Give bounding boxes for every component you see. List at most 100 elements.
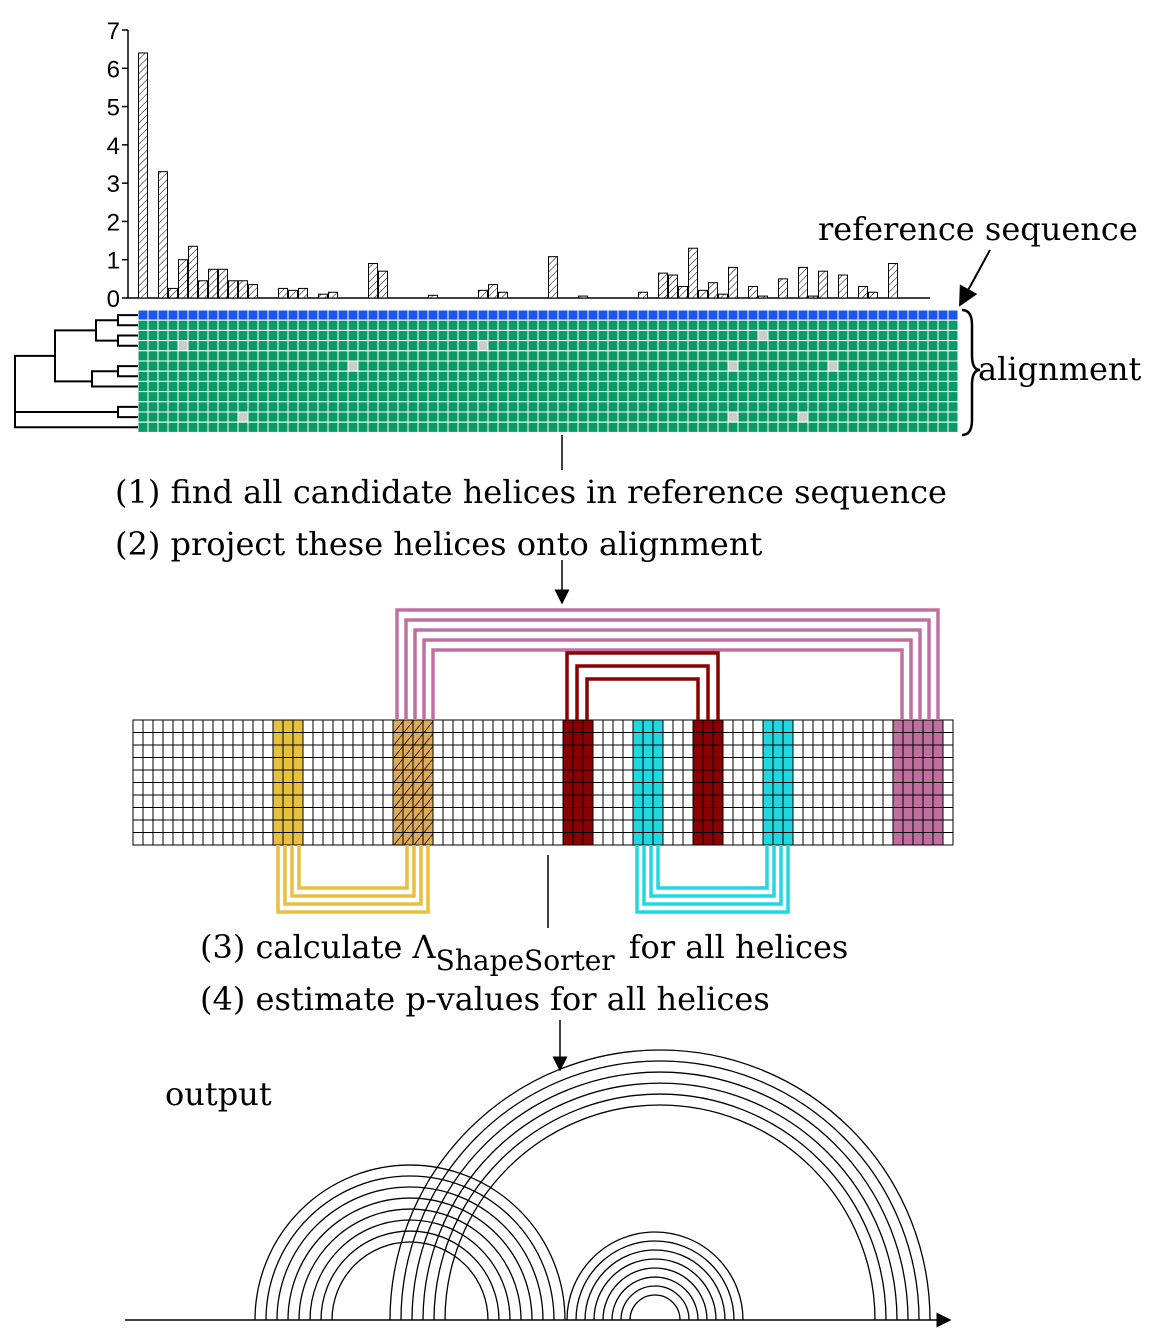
alignment-cell — [267, 319, 279, 331]
grid-cell — [172, 769, 184, 783]
grid-cell — [842, 732, 854, 746]
hatched-cell — [412, 719, 424, 733]
alignment-cell — [257, 350, 269, 362]
alignment-cell — [737, 401, 749, 413]
alignment-cell — [697, 391, 709, 403]
alignment-cell — [137, 370, 149, 382]
alignment-cell — [177, 309, 189, 321]
hatched-cell — [392, 769, 404, 783]
grid-cell — [692, 769, 704, 783]
alignment-cell — [367, 421, 379, 433]
grid-cell — [662, 757, 674, 771]
alignment-cell — [787, 309, 799, 321]
grid-cell — [592, 732, 604, 746]
grid-cell — [262, 807, 274, 821]
grid-cell — [532, 769, 544, 783]
alignment-cell — [197, 350, 209, 362]
alignment-cell — [867, 401, 879, 413]
alignment-cell — [227, 370, 239, 382]
grid-cell — [522, 719, 534, 733]
grid-cell — [172, 757, 184, 771]
grid-cell — [482, 782, 494, 796]
alignment-cell — [497, 360, 509, 372]
alignment-cell — [297, 411, 309, 423]
grid-cell — [342, 744, 354, 758]
grid-cell — [502, 832, 514, 846]
alignment-cell — [537, 401, 549, 413]
grid-cell — [772, 757, 784, 771]
alignment-cell — [857, 411, 869, 423]
grid-cell — [742, 719, 754, 733]
grid-cell — [882, 757, 894, 771]
alignment-cell — [587, 309, 599, 321]
grid-cell — [562, 807, 574, 821]
alignment-cell — [197, 401, 209, 413]
grid-cell — [252, 807, 264, 821]
bar — [278, 287, 288, 299]
alignment-cell — [777, 391, 789, 403]
grid-cell — [862, 769, 874, 783]
grid-cell — [302, 719, 314, 733]
alignment-cell — [597, 401, 609, 413]
grid-cell — [502, 719, 514, 733]
alignment-cell — [337, 350, 349, 362]
alignment-cell — [917, 360, 929, 372]
alignment-cell — [177, 380, 189, 393]
alignment-cell — [407, 401, 419, 413]
grid-cell — [702, 807, 714, 821]
alignment-cell — [737, 411, 749, 423]
grid-cell — [682, 744, 694, 758]
grid-cell — [132, 719, 144, 733]
hatched-cell — [422, 744, 434, 758]
grid-cell — [702, 757, 714, 771]
grid-cell — [592, 819, 604, 833]
grid-cell — [642, 744, 654, 758]
grid-cell — [822, 744, 834, 758]
grid-cell — [802, 744, 814, 758]
alignment-cell — [187, 391, 199, 403]
grid-cell — [502, 744, 514, 758]
grid-cell — [222, 769, 234, 783]
grid-cell — [132, 832, 144, 846]
alignment-cell — [327, 309, 339, 321]
alignment-cell — [397, 319, 409, 331]
grid-cell — [522, 769, 534, 783]
grid-cell — [292, 832, 304, 846]
alignment-cell — [687, 370, 699, 382]
alignment-cell — [317, 340, 329, 352]
grid-cell — [632, 832, 644, 846]
alignment-cell — [547, 421, 559, 433]
grid-cell — [562, 744, 574, 758]
grid-cell — [282, 832, 294, 846]
alignment-cell — [387, 329, 399, 342]
grid-cell — [942, 782, 954, 796]
alignment-cell — [337, 401, 349, 413]
grid-cell — [812, 782, 824, 796]
alignment-cell — [457, 401, 469, 413]
alignment-cell — [147, 380, 159, 393]
grid-cell — [932, 744, 944, 758]
grid-cell — [922, 794, 934, 808]
grid-cell — [362, 769, 374, 783]
alignment-cell — [267, 329, 279, 342]
alignment-cell — [437, 329, 449, 342]
bar — [578, 295, 588, 299]
alignment-cell — [487, 380, 499, 393]
alignment-cell — [677, 350, 689, 362]
grid-cell — [662, 732, 674, 746]
alignment-cell — [487, 309, 499, 321]
alignment-cell — [477, 329, 489, 342]
alignment-cell — [427, 401, 439, 413]
grid-cell — [262, 732, 274, 746]
grid-cell — [502, 807, 514, 821]
alignment-cell — [667, 401, 679, 413]
grid-cell — [182, 782, 194, 796]
arc — [602, 1267, 708, 1321]
grid-cell — [222, 807, 234, 821]
alignment-cell — [717, 329, 729, 342]
alignment-cell — [517, 391, 529, 403]
helix-link — [565, 651, 720, 720]
alignment-cell — [427, 329, 439, 342]
grid-cell — [672, 807, 684, 821]
